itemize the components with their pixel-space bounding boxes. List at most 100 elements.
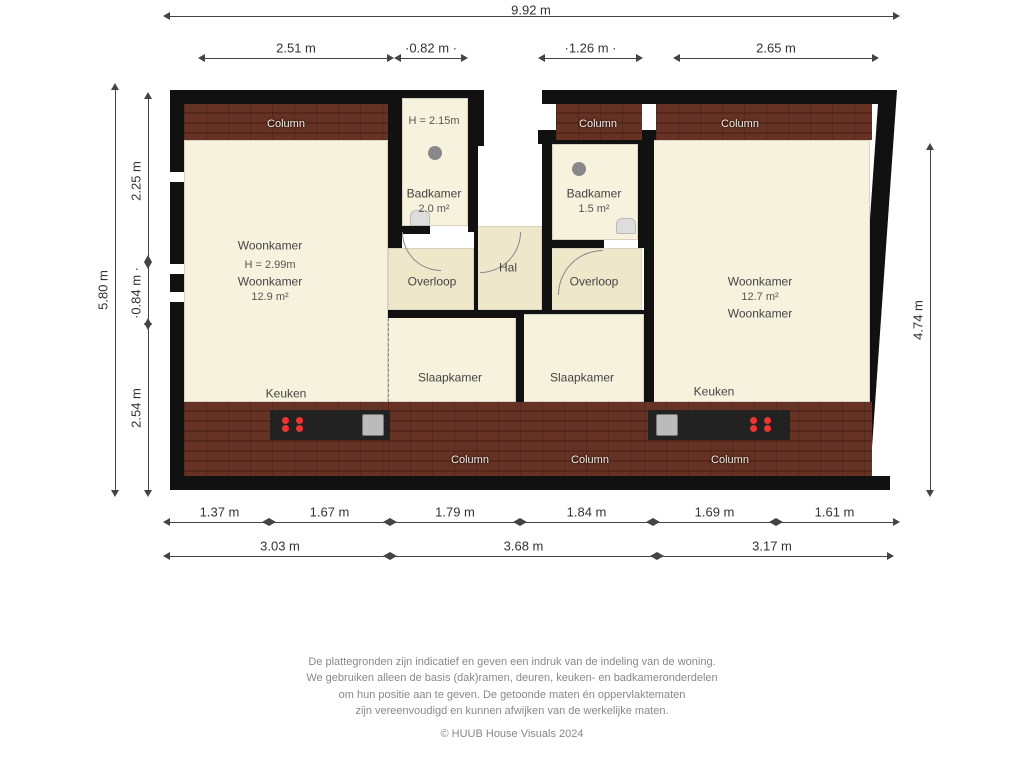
arrow-icon	[163, 518, 170, 526]
arrow-icon	[383, 518, 390, 526]
footer-line3: om hun positie aan te geven. De getoonde…	[0, 687, 1024, 704]
dim-line	[520, 522, 653, 523]
label-woonkamer-right-sub: Woonkamer	[728, 307, 792, 322]
outer-wall	[170, 476, 890, 490]
dim-line	[545, 58, 636, 59]
outer-wall	[470, 90, 484, 146]
footer-copyright: © HUUB House Visuals 2024	[0, 726, 1024, 743]
label-overloop-right: Overloop	[570, 275, 619, 290]
room-slaapkamer-left	[388, 314, 516, 402]
label-badkamer-right-area: 1.5 m²	[578, 203, 609, 217]
dim-line	[170, 556, 390, 557]
dim-line	[148, 99, 149, 262]
dim-label: ·1.26 m ·	[564, 41, 616, 56]
label-woonkamer-left-h: H = 2.99m	[244, 259, 295, 273]
label-woonkamer-left-sub: Woonkamer	[238, 275, 302, 290]
arrow-icon	[198, 54, 205, 62]
dim-top-overall: 9.92 m	[511, 3, 551, 18]
dim-line	[776, 522, 893, 523]
footer: De plattegronden zijn indicatief en geve…	[0, 654, 1024, 743]
footer-line2: We gebruiken alleen de basis (dak)ramen,…	[0, 670, 1024, 687]
shower-head-icon	[572, 162, 586, 176]
wall	[516, 310, 524, 402]
dim-label: 1.37 m	[200, 505, 240, 520]
dim-label: 1.84 m	[567, 505, 607, 520]
sink-left	[362, 414, 384, 436]
label-badkamer-left-h: H = 2.15m	[408, 115, 459, 129]
arrow-icon	[383, 552, 390, 560]
dim-label: ·0.82 m ·	[405, 41, 457, 56]
arrow-icon	[887, 552, 894, 560]
wall	[542, 142, 552, 310]
outer-wall	[170, 90, 402, 104]
dim-label: 1.67 m	[310, 505, 350, 520]
arrow-icon	[394, 54, 401, 62]
arrow-icon	[769, 518, 776, 526]
arrow-icon	[513, 518, 520, 526]
label-woonkamer-right-title: Woonkamer	[728, 275, 792, 290]
column-label: Column	[579, 118, 617, 130]
label-keuken-right: Keuken	[694, 385, 735, 400]
arrow-icon	[893, 12, 900, 20]
dim-label: 2.51 m	[276, 41, 316, 56]
dim-label: 1.79 m	[435, 505, 475, 520]
wall	[644, 140, 654, 402]
outer-wall	[170, 274, 184, 292]
label-keuken-left: Keuken	[266, 387, 307, 402]
label-woonkamer-left-title: Woonkamer	[238, 239, 302, 254]
hob-left	[278, 414, 312, 434]
arrow-icon	[926, 490, 934, 497]
room-slaapkamer-right	[520, 314, 644, 402]
arrow-icon	[111, 83, 119, 90]
dim-label: 2.25 m	[129, 161, 144, 201]
label-badkamer-left-area: 2.0 m²	[418, 203, 449, 217]
column-label: Column	[267, 118, 305, 130]
dim-label: 1.69 m	[695, 505, 735, 520]
arrow-icon	[111, 490, 119, 497]
label-slaapkamer-right: Slaapkamer	[550, 371, 614, 386]
wall	[388, 90, 402, 250]
arrow-icon	[144, 490, 152, 497]
sink-right	[656, 414, 678, 436]
dim-label: 2.54 m	[129, 388, 144, 428]
floorplan: Column Column Column Column Column Colum…	[170, 90, 890, 490]
dim-line	[269, 522, 390, 523]
dim-label: 3.17 m	[752, 539, 792, 554]
arrow-icon	[646, 518, 653, 526]
dim-label: 5.80 m	[96, 270, 111, 310]
roof-strip	[656, 104, 872, 140]
footer-line4: zijn vereenvoudigd en kunnen afwijken va…	[0, 703, 1024, 720]
dim-line	[390, 522, 520, 523]
label-hal: Hal	[499, 261, 517, 276]
outer-wall	[170, 302, 184, 490]
label-overloop-left: Overloop	[408, 275, 457, 290]
wall	[552, 240, 604, 248]
dim-line	[657, 556, 887, 557]
shower-head-icon	[428, 146, 442, 160]
arrow-icon	[144, 318, 152, 325]
label-woonkamer-right-area: 12.7 m²	[741, 291, 778, 305]
label-woonkamer-left-area: 12.9 m²	[251, 291, 288, 305]
arrow-icon	[872, 54, 879, 62]
arrow-icon	[144, 92, 152, 99]
dim-label: 2.65 m	[756, 41, 796, 56]
dim-label: 1.61 m	[815, 505, 855, 520]
arrow-icon	[262, 518, 269, 526]
column-label: Column	[451, 454, 489, 466]
column-label: Column	[721, 118, 759, 130]
outer-wall	[170, 182, 184, 264]
dim-line	[390, 556, 657, 557]
room-woonkamer-right	[648, 140, 870, 402]
footer-line1: De plattegronden zijn indicatief en geve…	[0, 654, 1024, 671]
arrow-icon	[163, 12, 170, 20]
dim-label: 4.74 m	[911, 300, 926, 340]
column-label: Column	[711, 454, 749, 466]
dim-label: 3.03 m	[260, 539, 300, 554]
dim-label: 3.68 m	[504, 539, 544, 554]
arrow-icon	[926, 143, 934, 150]
outer-wall	[542, 90, 894, 104]
dashed-line	[388, 318, 389, 402]
arrow-icon	[673, 54, 680, 62]
arrow-icon	[163, 552, 170, 560]
hob-right	[746, 414, 780, 434]
